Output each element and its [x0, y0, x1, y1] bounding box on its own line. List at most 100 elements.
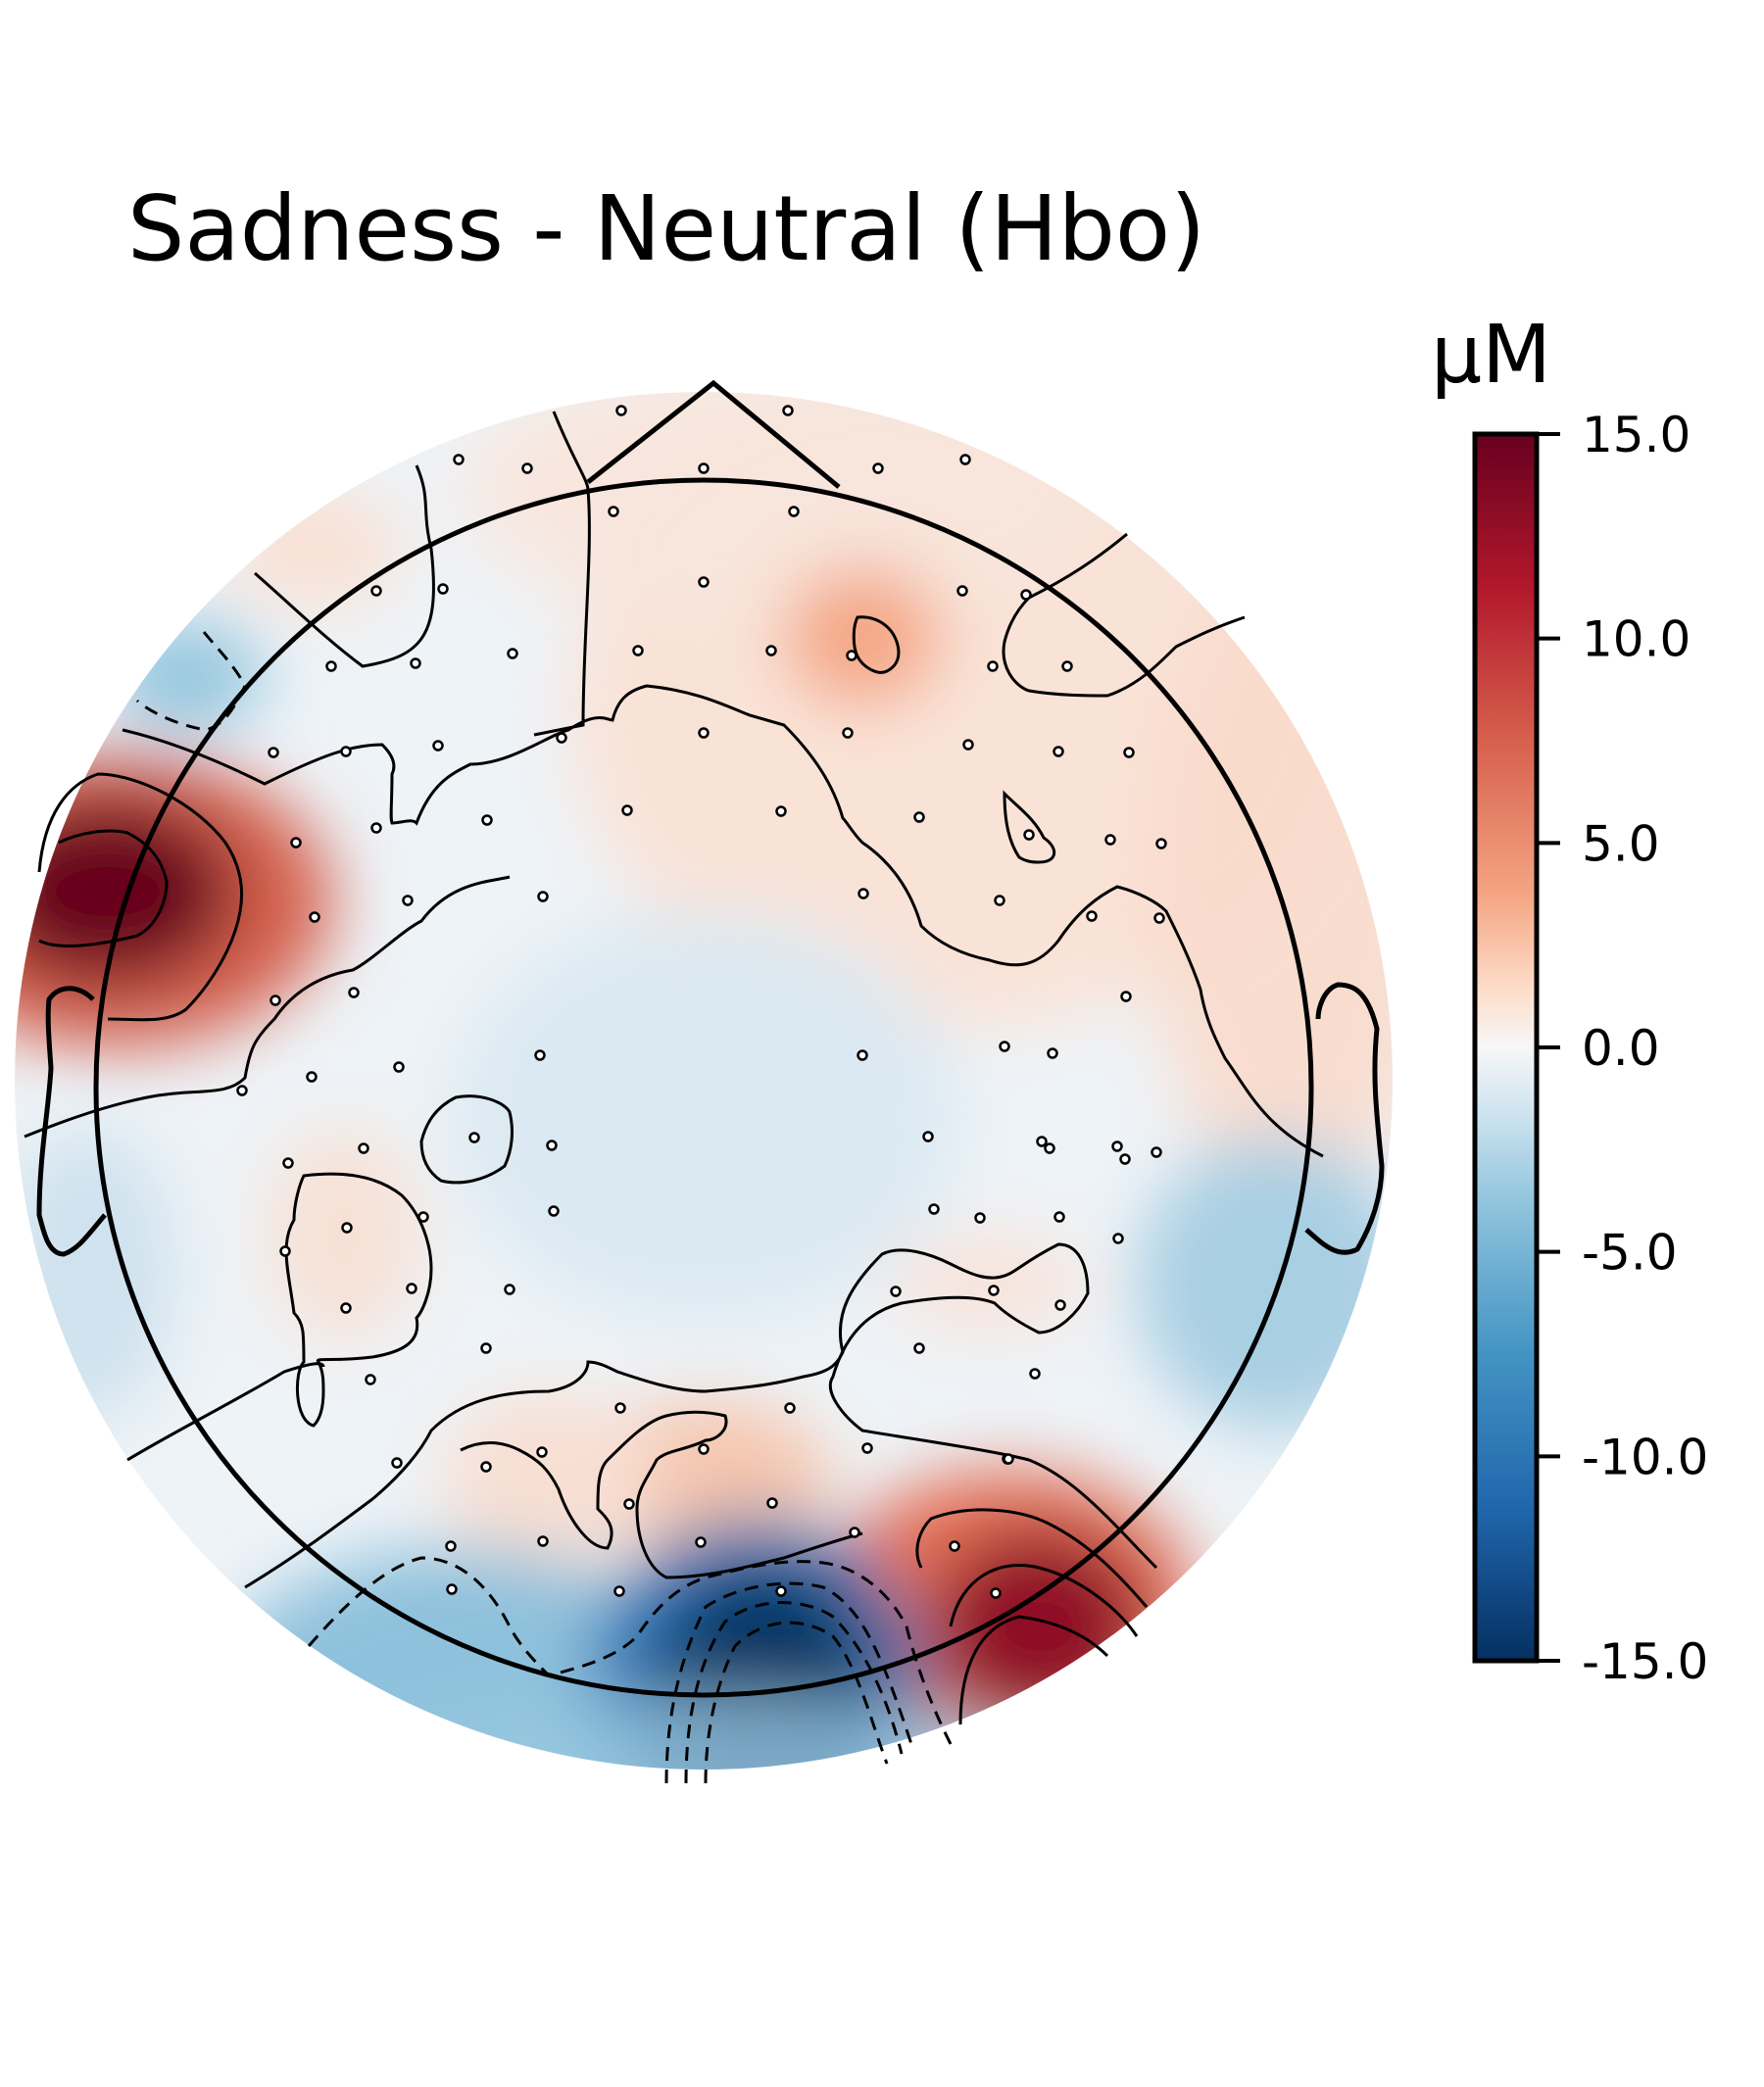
- dashed-contour-line: [307, 1556, 953, 1745]
- sensor-marker: [358, 1142, 369, 1154]
- sensor-marker: [391, 1457, 403, 1469]
- sensor-marker: [468, 1132, 480, 1143]
- contour-line: [1003, 790, 1056, 864]
- sensor-marker: [698, 462, 710, 474]
- sensor-marker: [890, 1286, 902, 1297]
- sensor-marker: [775, 805, 787, 817]
- sensor-marker: [788, 506, 800, 517]
- sensor-marker: [437, 583, 449, 595]
- colorbar-unit: µM: [1431, 309, 1551, 402]
- sensor-marker: [325, 660, 337, 672]
- right-lateral-warm-area: [1147, 558, 1393, 1205]
- sensor-marker: [1054, 1211, 1065, 1223]
- sensor-marker: [974, 1212, 986, 1224]
- sensor-marker: [608, 506, 619, 517]
- contour-line: [460, 1410, 863, 1579]
- sensor-marker: [632, 645, 644, 656]
- sensor-marker: [1153, 912, 1165, 924]
- left-parietal-warm-area: [441, 1391, 657, 1568]
- sensor-marker: [279, 1245, 291, 1257]
- sensor-marker: [504, 1284, 515, 1295]
- sensor-markers: [236, 405, 1167, 1599]
- sensor-marker: [913, 1342, 925, 1354]
- sensor-marker: [1029, 1368, 1041, 1380]
- sensor-marker: [270, 995, 281, 1006]
- sensor-marker: [268, 747, 279, 758]
- sensor-marker: [698, 727, 710, 739]
- sensor-marker: [393, 1061, 405, 1073]
- sensor-marker: [922, 1131, 934, 1142]
- sensor-marker: [782, 405, 794, 416]
- dashed-contour-line: [135, 631, 247, 732]
- contour-line: [254, 464, 435, 668]
- right-ear: [1304, 982, 1385, 1255]
- center-cool-area: [451, 911, 960, 1323]
- sensor-marker: [1054, 1299, 1066, 1311]
- sensor-marker: [306, 1071, 318, 1083]
- sensor-marker: [698, 1443, 710, 1455]
- sensor-marker: [402, 895, 414, 906]
- sensor-marker: [1123, 747, 1135, 758]
- sensor-marker: [546, 1140, 558, 1151]
- contour-line: [958, 1615, 1109, 1725]
- sensor-marker: [1155, 838, 1167, 849]
- sensor-marker: [537, 891, 549, 902]
- sensor-marker: [695, 1536, 707, 1548]
- colorbar-tick-label: 5.0: [1582, 815, 1660, 872]
- sensor-marker: [988, 1285, 1000, 1296]
- sensor-marker: [775, 1585, 787, 1597]
- sensor-marker: [432, 740, 444, 752]
- sensor-marker: [370, 822, 382, 834]
- sensor-marker: [1112, 1233, 1124, 1244]
- head-circle: [93, 477, 1314, 1698]
- sensor-marker: [623, 1498, 635, 1510]
- sensor-marker: [453, 454, 465, 465]
- colorbar-gradient: [1472, 431, 1540, 1664]
- sensor-marker: [340, 746, 352, 757]
- frontal-warm-area: [461, 392, 1107, 627]
- sensor-marker: [784, 1402, 796, 1414]
- sensor-marker: [615, 405, 627, 416]
- sensor-marker: [613, 1585, 625, 1597]
- sensor-marker: [481, 814, 493, 826]
- sensor-marker: [928, 1203, 940, 1215]
- sensor-marker: [949, 1540, 960, 1552]
- colorbar: µM 15.0 10.0 5.0 0.0 -5.0 -10.0 -15.0: [1431, 309, 1708, 1690]
- sensor-marker: [698, 576, 710, 588]
- left-temporal-cool-area: [15, 1127, 176, 1421]
- contour-line: [244, 1242, 1158, 1589]
- dashed-contour-line: [684, 1601, 904, 1784]
- sensor-marker: [309, 911, 320, 923]
- colorbar-tick-label: -15.0: [1582, 1633, 1708, 1690]
- sensor-marker: [621, 804, 633, 816]
- sensor-marker: [913, 811, 925, 823]
- sensor-marker: [521, 462, 533, 474]
- sensor-marker: [446, 1583, 458, 1595]
- right-parietal-warm-area: [892, 1235, 1088, 1333]
- sensor-marker: [990, 1587, 1002, 1599]
- colorbar-tick-label: -10.0: [1582, 1429, 1708, 1485]
- sensor-marker: [417, 1211, 429, 1223]
- dashed-contour-line: [704, 1621, 889, 1784]
- sensor-marker: [534, 1049, 546, 1061]
- sensor-marker: [236, 1085, 248, 1096]
- sensor-marker: [861, 1442, 873, 1454]
- right-temporal-cool-area: [1137, 1137, 1393, 1431]
- nose-shape: [586, 379, 841, 489]
- sensor-marker: [765, 645, 777, 656]
- left-central-warm-area: [265, 1127, 421, 1342]
- sensor-marker: [962, 739, 974, 751]
- sensor-marker: [1047, 1047, 1058, 1059]
- sensor-marker: [1036, 1136, 1048, 1147]
- contour-line: [949, 1564, 1139, 1637]
- sensor-marker: [445, 1540, 457, 1552]
- sensor-marker: [1151, 1146, 1162, 1158]
- contour-line: [852, 615, 901, 674]
- sensor-marker: [1020, 589, 1032, 601]
- contour-line: [38, 829, 169, 947]
- sensor-marker: [872, 462, 884, 474]
- left-ear: [36, 986, 107, 1257]
- sensor-marker: [507, 648, 518, 659]
- sensor-marker: [548, 1205, 560, 1217]
